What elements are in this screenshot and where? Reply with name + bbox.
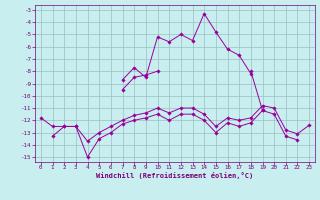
X-axis label: Windchill (Refroidissement éolien,°C): Windchill (Refroidissement éolien,°C) [96,172,254,179]
